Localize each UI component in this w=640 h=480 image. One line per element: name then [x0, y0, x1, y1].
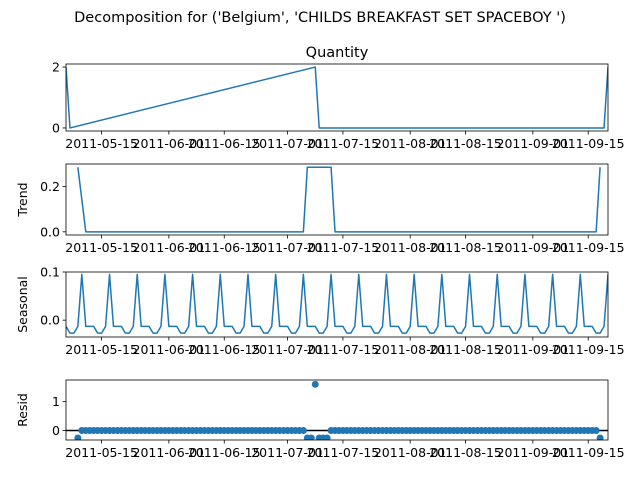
- trend-ytick-label: 0.0: [40, 224, 60, 239]
- trend-xtick-label: 2011-06-15: [188, 240, 261, 255]
- resid-point: [323, 434, 331, 440]
- trend-frame: [65, 163, 609, 236]
- seasonal-xtick-label: 2011-08-01: [374, 342, 447, 357]
- resid-xtick-label: 2011-09-15: [552, 445, 625, 460]
- resid-xtick-label: 2011-09-01: [497, 445, 570, 460]
- observed-ytick-label: 2: [52, 60, 60, 75]
- trend-ytick-label: 0.2: [40, 179, 60, 194]
- resid-ytick-label: 1: [52, 394, 60, 409]
- resid-xtick-label: 2011-05-15: [65, 445, 138, 460]
- trend-xtick-label: 2011-09-01: [497, 240, 570, 255]
- resid-xtick-label: 2011-06-01: [133, 445, 206, 460]
- trend-xtick-label: 2011-09-15: [552, 240, 625, 255]
- seasonal-ylabel: Seasonal: [15, 276, 30, 333]
- seasonal-xtick-label: 2011-07-01: [251, 342, 324, 357]
- seasonal-line: [66, 273, 608, 334]
- observed-xtick-label: 2011-07-01: [251, 136, 324, 151]
- trend-xtick-label: 2011-07-01: [251, 240, 324, 255]
- trend-xtick-label: 2011-06-01: [133, 240, 206, 255]
- observed-xtick-label: 2011-05-15: [65, 136, 138, 151]
- resid-point: [299, 426, 307, 434]
- observed-ytick-label: 0: [52, 120, 60, 135]
- observed-xtick-label: 2011-08-15: [429, 136, 502, 151]
- trend-panel: 0.0 0.2 Trend 2011-05-152011-06-012011-06-1…: [15, 163, 625, 255]
- resid-point: [596, 434, 604, 440]
- resid-point: [592, 426, 600, 434]
- seasonal-frame: [65, 271, 609, 338]
- seasonal-ytick-label: 0.1: [40, 265, 60, 280]
- observed-xtick-label: 2011-06-15: [188, 136, 261, 151]
- trend-line: [77, 166, 601, 233]
- trend-xtick-label: 2011-08-15: [429, 240, 502, 255]
- observed-xtick-label: 2011-06-01: [133, 136, 206, 151]
- seasonal-xtick-label: 2011-09-01: [497, 342, 570, 357]
- observed-panel: 022011-05-152011-06-012011-06-152011-07-…: [52, 60, 625, 151]
- observed-line: [66, 66, 608, 129]
- resid-ytick-label: 0: [52, 423, 60, 438]
- resid-xtick-label: 2011-07-01: [251, 445, 324, 460]
- trend-xtick-label: 2011-07-15: [307, 240, 380, 255]
- trend-data: [77, 166, 601, 233]
- resid-data: [66, 380, 608, 440]
- resid-ylabel: Resid: [15, 393, 30, 427]
- observed-frame: [65, 63, 609, 132]
- resid-point: [74, 434, 82, 440]
- resid-panel: 01Resid2011-05-152011-06-012011-06-15201…: [15, 379, 625, 460]
- trend-xtick-label: 2011-08-01: [374, 240, 447, 255]
- resid-xtick-label: 2011-06-15: [188, 445, 261, 460]
- figure-suptitle: Decomposition for ('Belgium', 'CHILDS BR…: [74, 10, 566, 26]
- observed-xtick-label: 2011-07-15: [307, 136, 380, 151]
- observed-xtick-label: 2011-08-01: [374, 136, 447, 151]
- seasonal-ytick-label: 0.0: [40, 313, 60, 328]
- seasonal-panel: 0.00.1Seasonal2011-05-152011-06-012011-0…: [15, 265, 625, 358]
- seasonal-xtick-label: 2011-06-15: [188, 342, 261, 357]
- seasonal-xtick-label: 2011-06-01: [133, 342, 206, 357]
- observed-xtick-label: 2011-09-01: [497, 136, 570, 151]
- trend-xtick-label: 2011-05-15: [65, 240, 138, 255]
- resid-xtick-label: 2011-08-01: [374, 445, 447, 460]
- trend-ylabel: Trend: [15, 182, 30, 217]
- seasonal-xtick-label: 2011-09-15: [552, 342, 625, 357]
- seasonal-xtick-label: 2011-07-15: [307, 342, 380, 357]
- seasonal-xtick-label: 2011-05-15: [65, 342, 138, 357]
- resid-frame: [65, 379, 609, 441]
- observed-panel-title: Quantity: [306, 45, 369, 61]
- resid-xtick-label: 2011-08-15: [429, 445, 502, 460]
- resid-point: [311, 380, 319, 388]
- seasonal-xtick-label: 2011-08-15: [429, 342, 502, 357]
- observed-xtick-label: 2011-09-15: [552, 136, 625, 151]
- seasonal-data: [66, 273, 608, 334]
- resid-point: [307, 434, 315, 440]
- observed-data: [66, 66, 608, 129]
- resid-xtick-label: 2011-07-15: [307, 445, 380, 460]
